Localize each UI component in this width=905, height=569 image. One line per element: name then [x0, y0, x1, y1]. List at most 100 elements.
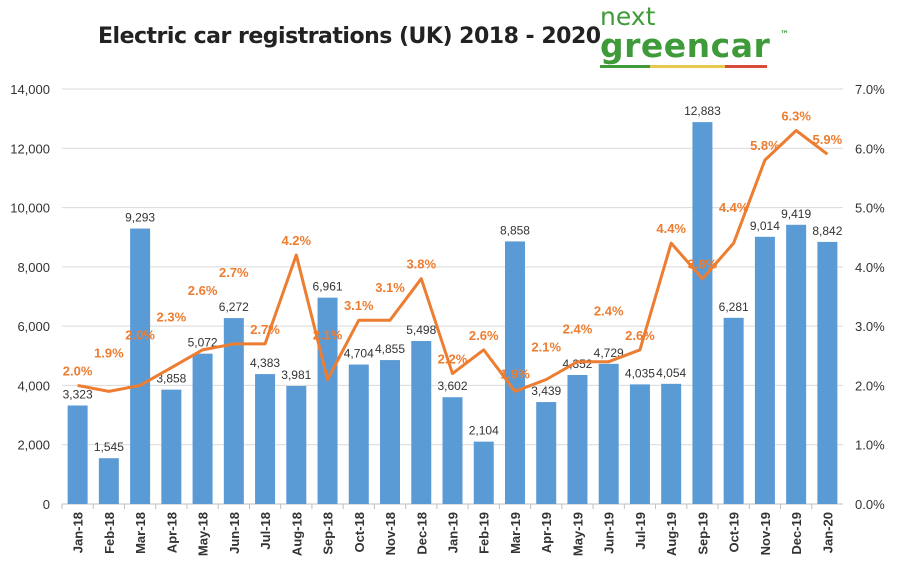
- y-tick-label: 14,000: [10, 82, 50, 97]
- x-tick-label: Nov-18: [383, 512, 398, 555]
- x-tick-label: Mar-18: [133, 512, 148, 554]
- line-label: 2.6%: [188, 283, 218, 298]
- bar: [130, 228, 151, 504]
- bar: [723, 317, 744, 504]
- bar-label: 8,858: [500, 223, 530, 237]
- line-label: 2.0%: [125, 327, 155, 342]
- bar: [286, 385, 307, 504]
- line-label: 4.4%: [656, 221, 686, 236]
- line-label: 3.8%: [406, 257, 436, 272]
- bar-label: 3,323: [63, 387, 93, 401]
- line-label: 2.7%: [250, 322, 280, 337]
- bar: [380, 360, 401, 504]
- x-tick-label: Dec-18: [414, 512, 429, 555]
- line-label: 1.9%: [94, 345, 124, 360]
- x-tick-label: Feb-18: [102, 512, 117, 554]
- bar: [442, 397, 463, 504]
- line-label: 4.2%: [281, 233, 311, 248]
- bar: [504, 241, 525, 504]
- bar-label: 3,439: [531, 384, 561, 398]
- x-tick-label: Oct-18: [352, 512, 367, 552]
- x-tick-label: Jan-20: [820, 512, 835, 553]
- y2-tick-label: 6.0%: [855, 141, 885, 156]
- bar-label: 6,961: [313, 280, 343, 294]
- bar: [317, 297, 338, 504]
- line-label: 2.1%: [531, 340, 561, 355]
- bar: [255, 374, 276, 504]
- line-label: 1.9%: [500, 366, 530, 381]
- x-tick-label: Jun-18: [227, 512, 242, 554]
- y-tick-label: 4,000: [17, 378, 50, 393]
- x-tick-label: Mar-19: [508, 512, 523, 554]
- x-tick-label: May-19: [570, 512, 585, 556]
- x-tick-label: May-18: [196, 512, 211, 556]
- bar-label: 5,072: [188, 336, 218, 350]
- line-label: 2.3%: [157, 310, 187, 325]
- bar-label: 8,842: [812, 224, 842, 238]
- logo-line1: next: [600, 2, 656, 31]
- bar-label: 6,272: [219, 300, 249, 314]
- x-tick-label: Sep-19: [695, 512, 710, 555]
- bar-label: 4,054: [656, 366, 686, 380]
- bar: [473, 441, 494, 504]
- line-label: 2.6%: [469, 328, 499, 343]
- line-label: 2.6%: [625, 328, 655, 343]
- bar-label: 12,883: [684, 104, 721, 118]
- x-tick-label: Aug-19: [664, 512, 679, 556]
- bar-label: 4,729: [594, 346, 624, 360]
- x-tick-label: Jul-19: [633, 512, 648, 550]
- x-tick-label: Nov-19: [758, 512, 773, 555]
- x-tick-label: Apr-19: [539, 512, 554, 553]
- x-tick-label: Jan-18: [71, 512, 86, 553]
- y2-tick-label: 0.0%: [855, 497, 885, 512]
- bar: [536, 402, 557, 504]
- line-label: 6.3%: [781, 109, 811, 124]
- bar-label: 3,981: [281, 368, 311, 382]
- y2-tick-label: 2.0%: [855, 378, 885, 393]
- line-label: 2.4%: [594, 304, 624, 319]
- bar: [661, 383, 682, 504]
- bar: [348, 364, 369, 504]
- y-tick-label: 12,000: [10, 141, 50, 156]
- bar: [161, 389, 182, 504]
- x-tick-label: Feb-19: [477, 512, 492, 554]
- bar: [629, 384, 650, 504]
- line-label: 3.1%: [344, 298, 374, 313]
- line-label: 5.9%: [813, 132, 843, 147]
- y2-tick-label: 1.0%: [855, 438, 885, 453]
- bar: [192, 353, 213, 504]
- line-label: 2.2%: [438, 352, 468, 367]
- line-label: 2.7%: [219, 265, 249, 280]
- bar: [67, 405, 88, 504]
- bar-label: 5,498: [406, 323, 436, 337]
- x-tick-label: Aug-18: [289, 512, 304, 556]
- bar-label: 4,704: [344, 347, 374, 361]
- bar: [817, 241, 838, 504]
- bar: [223, 318, 244, 504]
- bar-label: 9,014: [750, 219, 780, 233]
- line-label: 3.1%: [375, 280, 405, 295]
- y2-tick-label: 5.0%: [855, 201, 885, 216]
- line-label: 5.8%: [750, 138, 780, 153]
- bar: [411, 341, 432, 504]
- logo-tm: ™: [780, 30, 789, 40]
- logo-line2: greencar: [600, 26, 771, 65]
- logo: next greencar ™: [600, 2, 789, 68]
- y-tick-label: 8,000: [17, 260, 50, 275]
- y2-tick-label: 3.0%: [855, 319, 885, 334]
- x-tick-label: Jul-18: [258, 512, 273, 550]
- bar: [598, 363, 619, 504]
- bar: [98, 458, 119, 504]
- bar-label: 4,855: [375, 342, 405, 356]
- y-tick-label: 6,000: [17, 319, 50, 334]
- y-tick-label: 0: [43, 497, 50, 512]
- y2-tick-label: 7.0%: [855, 82, 885, 97]
- bar-label: 1,545: [94, 440, 124, 454]
- bar: [692, 122, 713, 504]
- line-label: 4.4%: [719, 200, 749, 215]
- x-tick-label: Sep-18: [321, 512, 336, 555]
- bar-label: 9,419: [781, 207, 811, 221]
- line-label: 2.1%: [313, 328, 343, 343]
